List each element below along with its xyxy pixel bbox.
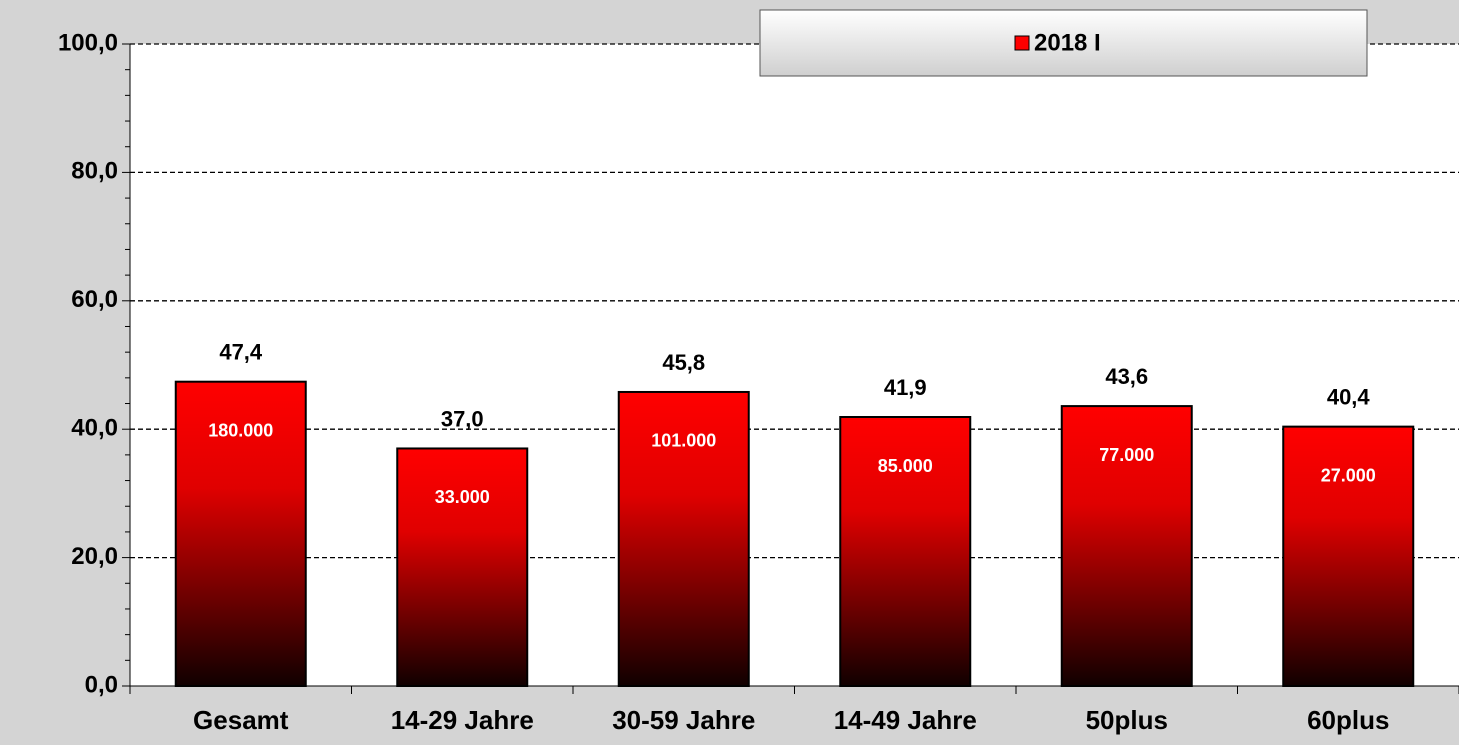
bar bbox=[839, 416, 972, 687]
inner-label: 180.000 bbox=[208, 420, 273, 440]
inner-label: 27.000 bbox=[1321, 465, 1376, 485]
bar bbox=[617, 390, 750, 687]
y-tick-label: 80,0 bbox=[71, 158, 118, 185]
value-label: 47,4 bbox=[219, 340, 263, 365]
inner-label: 101.000 bbox=[651, 431, 716, 451]
legend-box bbox=[759, 9, 1368, 77]
x-tick-label: 14-49 Jahre bbox=[834, 705, 977, 735]
value-label: 40,4 bbox=[1327, 384, 1371, 409]
legend-label: 2018 I bbox=[1034, 29, 1101, 56]
bar bbox=[396, 447, 529, 687]
y-tick-label: 40,0 bbox=[71, 415, 118, 442]
inner-label: 77.000 bbox=[1099, 445, 1154, 465]
value-label: 41,9 bbox=[884, 375, 927, 400]
x-tick-label: Gesamt bbox=[193, 705, 289, 735]
inner-label: 85.000 bbox=[878, 456, 933, 476]
y-tick-label: 20,0 bbox=[71, 543, 118, 570]
y-tick-label: 0,0 bbox=[85, 671, 118, 698]
x-tick-label: 30-59 Jahre bbox=[612, 705, 755, 735]
bar bbox=[174, 380, 307, 687]
value-label: 37,0 bbox=[441, 406, 484, 431]
x-tick-label: 14-29 Jahre bbox=[391, 705, 534, 735]
bar bbox=[1282, 425, 1415, 687]
plot-area bbox=[130, 44, 1459, 686]
value-label: 45,8 bbox=[662, 350, 705, 375]
y-tick-label: 100,0 bbox=[58, 29, 118, 56]
inner-label: 33.000 bbox=[435, 487, 490, 507]
x-tick-label: 60plus bbox=[1307, 705, 1389, 735]
x-tick-label: 50plus bbox=[1086, 705, 1168, 735]
legend-swatch bbox=[1014, 35, 1030, 51]
value-label: 43,6 bbox=[1105, 364, 1148, 389]
y-tick-label: 60,0 bbox=[71, 286, 118, 313]
bar bbox=[1060, 405, 1193, 687]
